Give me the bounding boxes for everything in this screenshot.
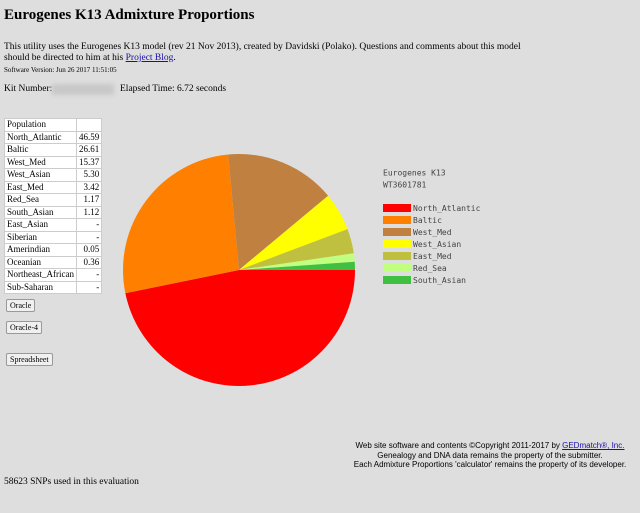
legend-label: Baltic: [413, 216, 442, 225]
footer-line: Each Admixture Proportions 'calculator' …: [353, 460, 627, 469]
footer-line: Genealogy and DNA data remains the prope…: [377, 450, 603, 460]
legend-swatch: [383, 276, 411, 284]
pie-slice: [239, 229, 354, 270]
pie-slice: [228, 154, 329, 270]
table-row: South_Asian 1.12: [4, 205, 103, 219]
legend-swatch: [383, 252, 411, 260]
blog-link[interactable]: Project Blog: [125, 53, 174, 63]
table-row: Northeast_African -: [4, 268, 103, 282]
intro-end: .: [173, 53, 176, 63]
oracle-button[interactable]: Oracle: [6, 299, 36, 312]
table-row: North_Atlantic 46.59: [4, 130, 103, 144]
value-cell: -: [75, 280, 103, 294]
spreadsheet-button[interactable]: Spreadsheet: [6, 353, 53, 366]
legend-swatch: [383, 264, 411, 272]
footer-text: Web site software and contents ©Copyrigh…: [355, 441, 563, 450]
table-row: West_Med 15.37: [4, 155, 103, 169]
gedmatch-link[interactable]: GEDmatch®, Inc.: [562, 441, 625, 450]
page-title: Eurogenes K13 Admixture Proportions: [4, 7, 255, 23]
footer: Web site software and contents ©Copyrigh…: [340, 441, 640, 470]
legend-swatch: [383, 240, 411, 248]
table-header: Population: [4, 118, 103, 132]
intro-text: This utility uses the Eurogenes K13 mode…: [4, 42, 521, 63]
table-body: Population North_Atlantic 46.59 Baltic 26.6…: [4, 118, 103, 294]
table-row: Sub-Saharan -: [4, 280, 103, 294]
software-version: Software Version: Jun 26 2017 11:51:05: [4, 66, 117, 74]
pie-slice: [239, 261, 355, 270]
legend-label: Red_Sea: [413, 264, 447, 273]
chart-title: Eurogenes K13: [383, 169, 446, 178]
footer-line: Web site software and contents ©Copyrigh…: [340, 441, 640, 451]
intro: This utility uses the Eurogenes K13 mode…: [4, 42, 534, 64]
legend-label: North_Atlantic: [413, 204, 481, 213]
pie-slice: [239, 253, 355, 270]
chart-subtitle: WT3601781: [383, 181, 427, 190]
legend-label: East_Med: [413, 252, 452, 261]
population-cell: Sub-Saharan: [4, 280, 77, 294]
oracle4-button[interactable]: Oracle-4: [6, 321, 42, 334]
pie-slice: [239, 195, 348, 270]
population-table: Population North_Atlantic 46.59 Baltic 26.6…: [4, 118, 103, 294]
kit-label: Kit Number:: [4, 84, 53, 94]
table-row: Siberian -: [4, 230, 103, 244]
elapsed-time: Elapsed Time: 6.72 seconds: [120, 84, 227, 94]
legend-label: South_Asian: [413, 276, 466, 285]
value-cell: 1.12: [75, 205, 103, 219]
snp-count: 58623 SNPs used in this evaluation: [4, 477, 139, 487]
pie-slice: [125, 270, 355, 387]
legend-swatch: [383, 216, 411, 224]
legend-swatch: [383, 204, 411, 212]
legend-swatch: [383, 228, 411, 236]
pie-slice: [122, 154, 239, 294]
legend-label: West_Med: [413, 228, 452, 237]
kit-number-blur: [52, 84, 114, 95]
legend-label: West_Asian: [413, 240, 461, 249]
